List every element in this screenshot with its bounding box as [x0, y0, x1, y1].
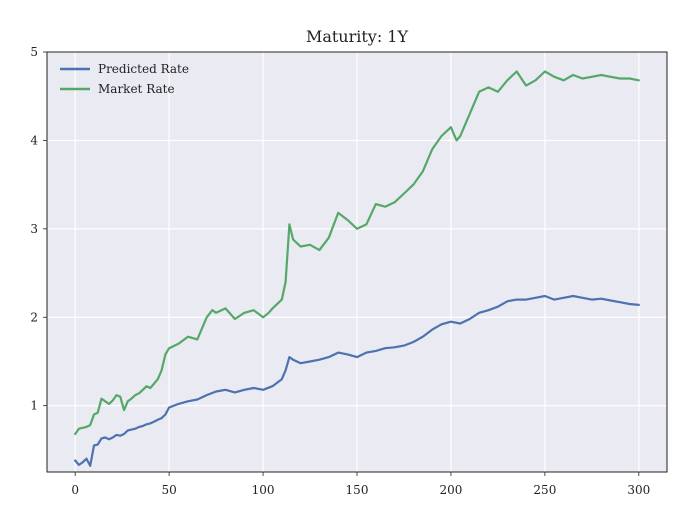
- y-tick-label: 3: [30, 222, 38, 236]
- series-line-predicted-rate: [74, 294, 640, 467]
- chart-title: Maturity: 1Y: [306, 27, 409, 46]
- x-tick-label: 50: [161, 483, 176, 497]
- y-tick-label: 2: [30, 310, 38, 324]
- x-tick-label: 200: [439, 483, 462, 497]
- y-tick-label: 4: [30, 133, 38, 147]
- x-tick-label: 150: [346, 483, 369, 497]
- x-tick-label: 0: [71, 483, 79, 497]
- legend-label-predicted: Predicted Rate: [98, 62, 189, 76]
- y-tick-label: 1: [30, 399, 38, 413]
- series-group: [74, 70, 640, 467]
- legend: Predicted Rate Market Rate: [60, 62, 189, 96]
- x-tick-label: 300: [627, 483, 650, 497]
- series-line-market-rate: [74, 70, 640, 436]
- plot-frame: [46, 51, 668, 473]
- ticks: 0 50 100 150 200 250 300 1 2 3 4 5: [30, 45, 668, 497]
- x-tick-label: 250: [533, 483, 556, 497]
- legend-label-market: Market Rate: [98, 82, 175, 96]
- y-tick-label: 5: [30, 45, 38, 59]
- x-tick-label: 100: [252, 483, 275, 497]
